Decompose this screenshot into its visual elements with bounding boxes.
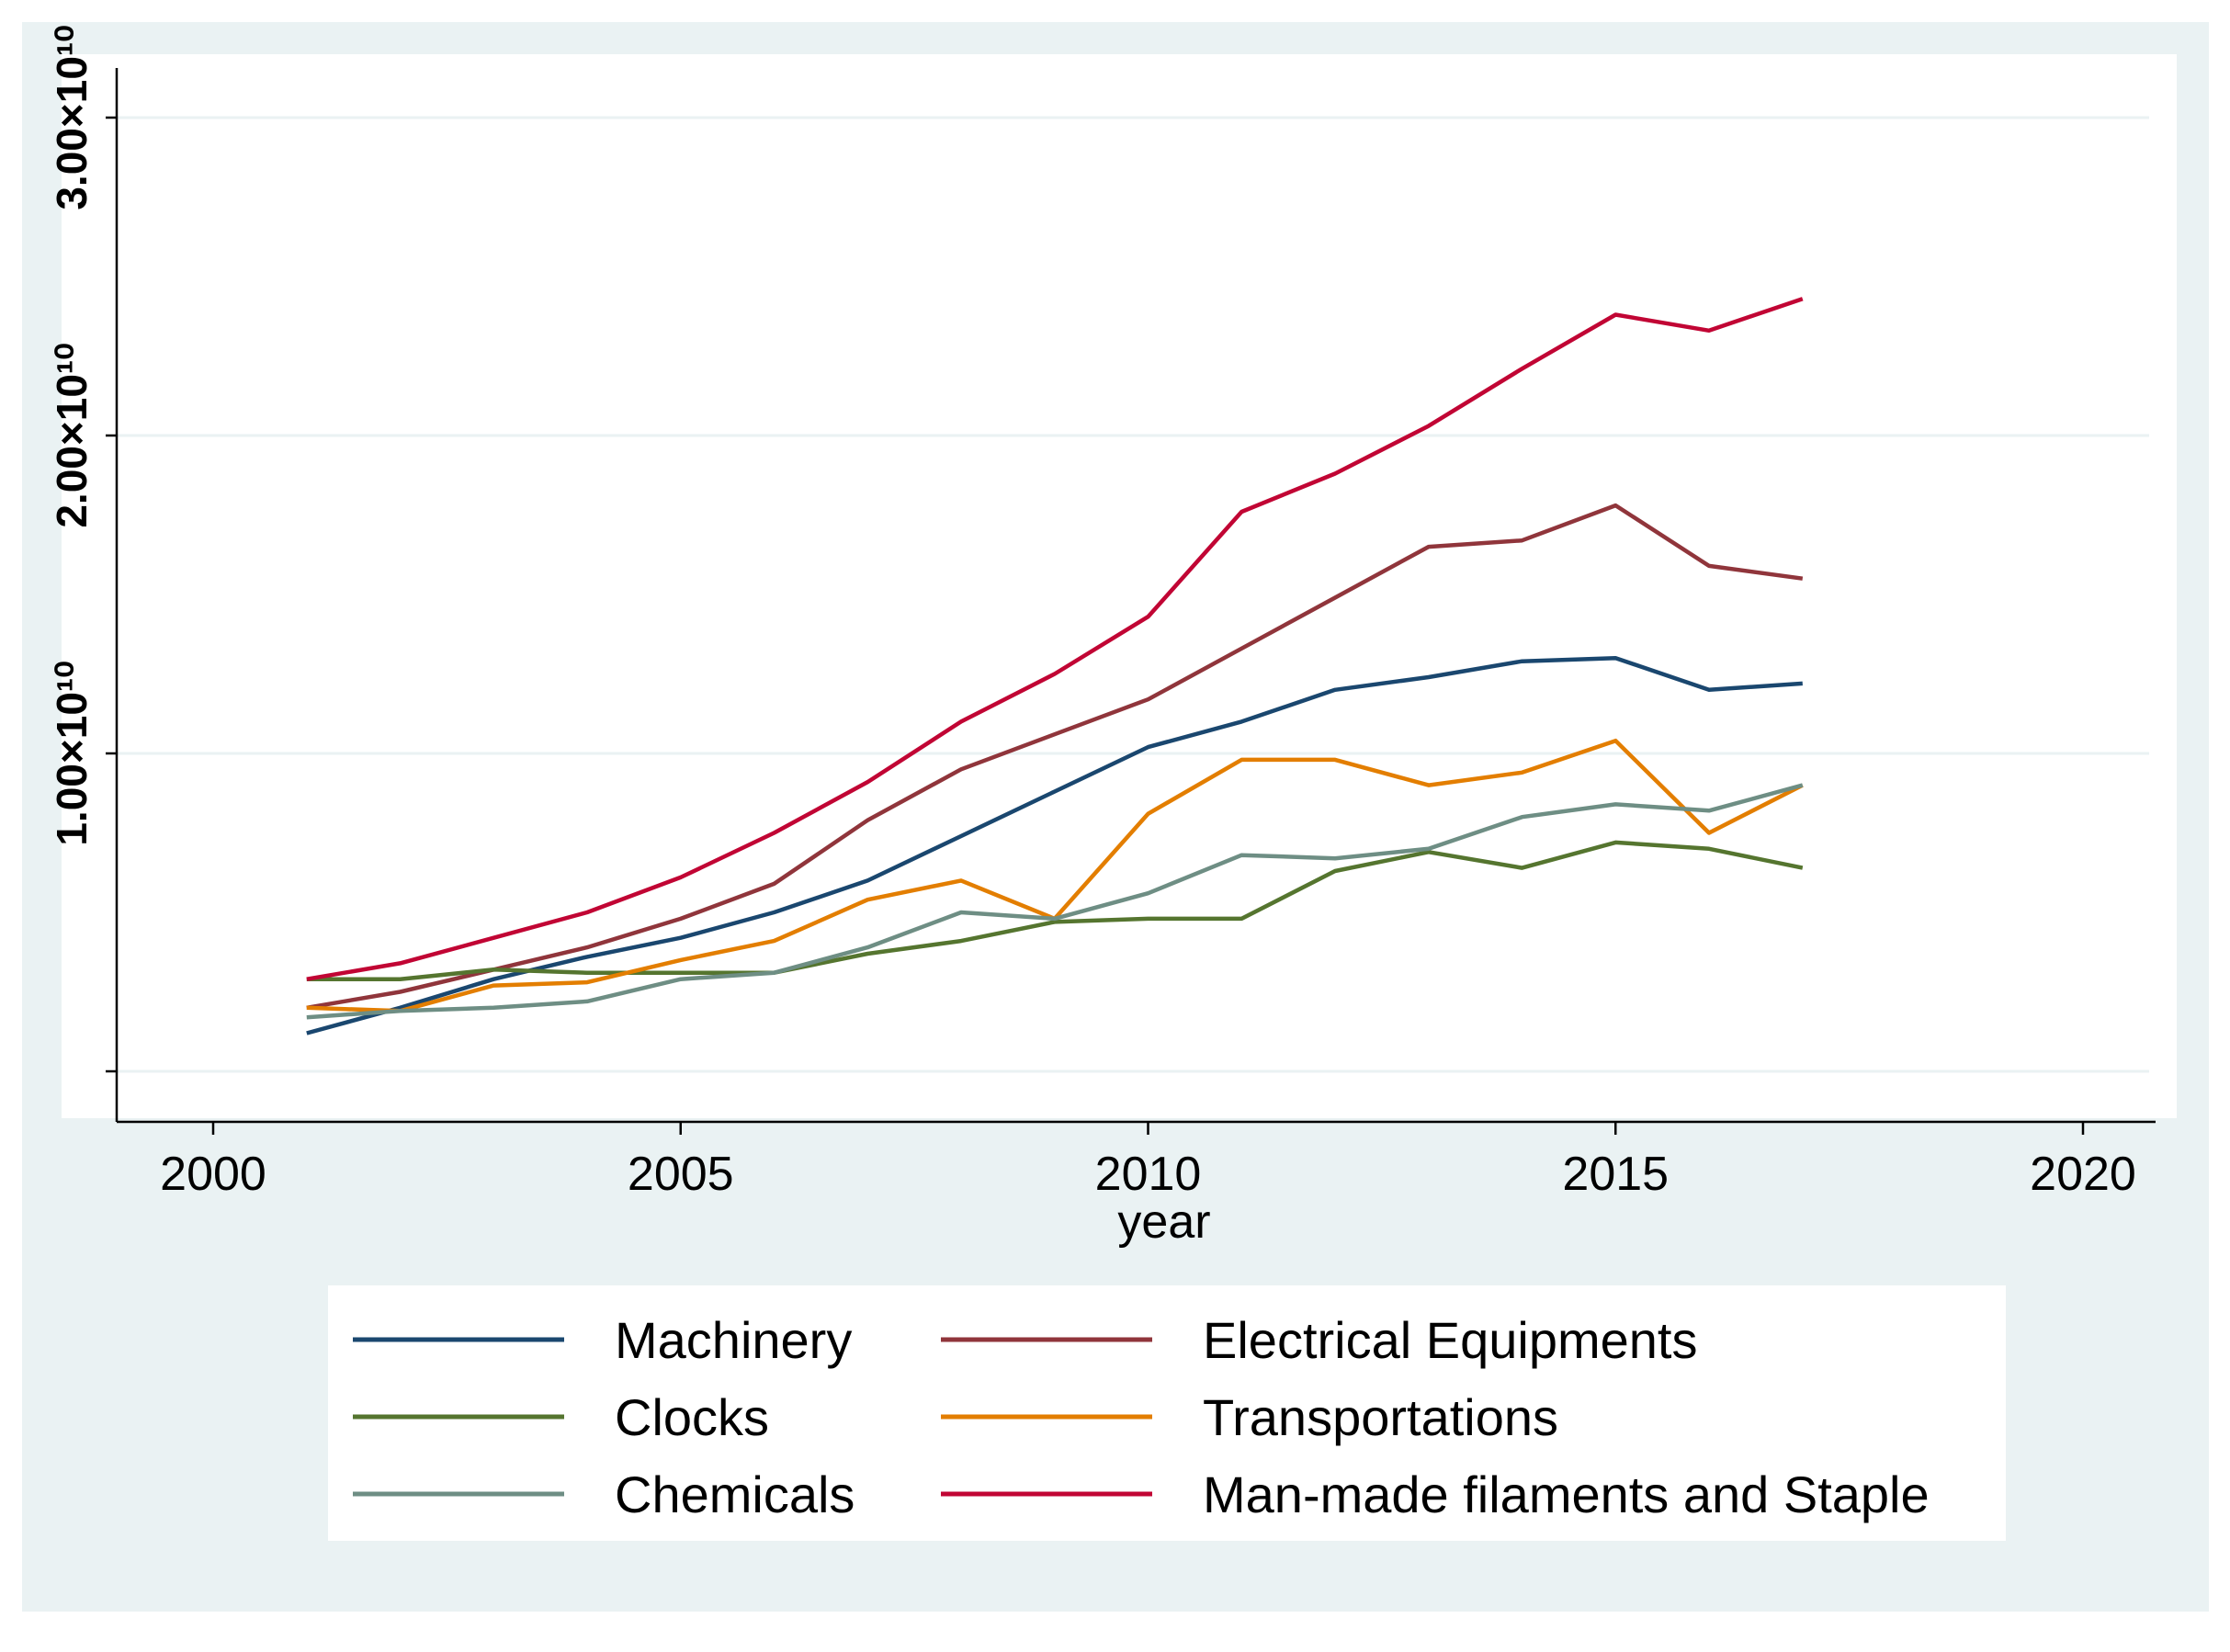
x-tick-label-1: 2005 — [628, 1148, 734, 1201]
plot-area — [62, 54, 2177, 1118]
grid-lines — [117, 116, 2149, 1073]
legend-label-electrical-equipments: Electrical Equipments — [1203, 1311, 1697, 1369]
legend: Machinery Electrical Equipments Clocks Tran… — [353, 1311, 1930, 1523]
legend-label-clocks: Clocks — [615, 1388, 769, 1446]
x-tick-label-3: 2015 — [1562, 1148, 1669, 1201]
y-tick-label-1: 1.00×10¹⁰ — [48, 661, 96, 845]
legend-label-man-made-filaments-and-staple: Man-made filaments and Staple — [1203, 1465, 1930, 1523]
series-line-man-made-filaments-and-staple — [306, 297, 1804, 981]
data-series — [306, 297, 1804, 1035]
series-line-electrical-equipments — [306, 503, 1804, 1011]
axes — [115, 68, 2156, 1124]
legend-label-transportations: Transportations — [1203, 1388, 1558, 1446]
legend-label-machinery: Machinery — [615, 1311, 852, 1369]
y-tick-label-2: 2.00×10¹⁰ — [48, 343, 96, 527]
x-tick-label-2: 2010 — [1095, 1148, 1202, 1201]
line-chart: 2000 2005 2010 2015 2020 1.00×10¹⁰ 2.00×10¹⁰ 3… — [48, 25, 2177, 1541]
x-tick-label-0: 2000 — [160, 1148, 266, 1201]
x-axis-ticks: 2000 2005 2010 2015 2020 — [160, 1122, 2136, 1201]
series-line-machinery — [306, 655, 1803, 1035]
legend-box — [328, 1285, 2006, 1541]
x-tick-label-4: 2020 — [2030, 1148, 2136, 1201]
chart-frame: 2000 2005 2010 2015 2020 1.00×10¹⁰ 2.00×10¹⁰ 3… — [22, 22, 2209, 1612]
y-tick-label-3: 3.00×10¹⁰ — [48, 25, 96, 209]
x-axis-label: year — [1117, 1195, 1210, 1249]
series-line-clocks — [306, 840, 1804, 981]
y-axis-ticks: 1.00×10¹⁰ 2.00×10¹⁰ 3.00×10¹⁰ — [48, 25, 117, 1073]
series-line-chemicals — [306, 783, 1804, 1020]
legend-label-chemicals: Chemicals — [615, 1465, 855, 1523]
